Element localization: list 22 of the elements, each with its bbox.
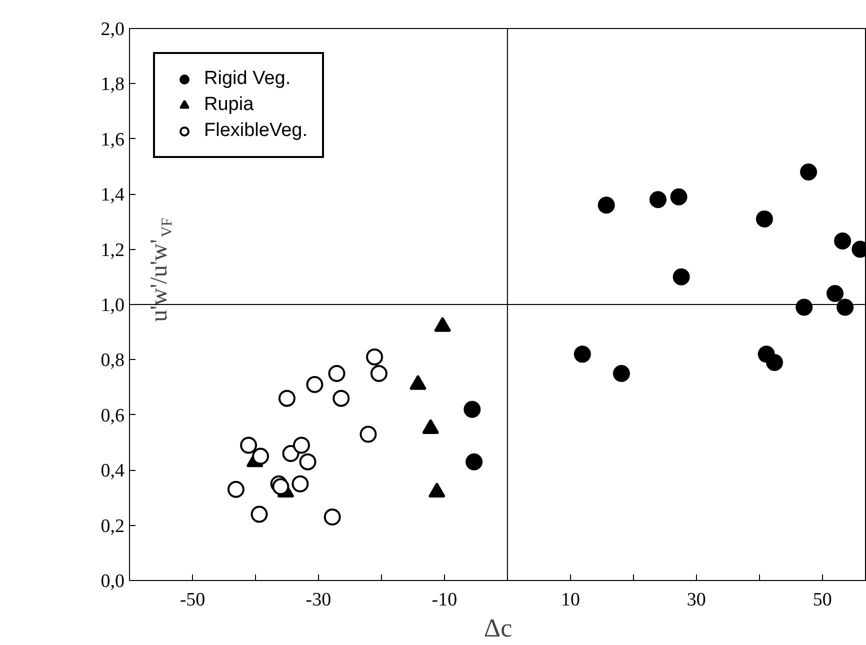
x-tick-label: 10 <box>560 590 580 610</box>
x-tick-label: -30 <box>306 590 332 610</box>
x-tick-label: -10 <box>432 590 458 610</box>
x-tick-label: 30 <box>686 590 706 610</box>
y-tick-label: 0,4 <box>100 460 125 482</box>
y-tick-label: 1,0 <box>100 295 124 316</box>
y-tick-label: 1,4 <box>100 184 125 206</box>
y-tick-label: 0,8 <box>100 350 124 372</box>
legend-label: Rupia <box>204 94 254 116</box>
legend-label: FlexibleVeg. <box>204 120 308 142</box>
y-tick-label: 0,2 <box>100 516 124 537</box>
y-tick-label: 1,6 <box>100 129 124 150</box>
x-axis-title: Δc <box>484 614 512 642</box>
x-tick-label: -50 <box>180 590 206 610</box>
y-tick-label: 1,8 <box>100 74 124 96</box>
y-axis-title: u'w'/u'w'VF <box>146 218 176 322</box>
y-tick-label: 0,0 <box>100 571 124 592</box>
legend-label: Rigid Veg. <box>204 68 291 90</box>
x-tick-label: 50 <box>812 590 832 610</box>
y-tick-label: 0,6 <box>100 405 124 426</box>
y-tick-label: 2,0 <box>100 19 124 40</box>
y-tick-label: 1,2 <box>100 240 124 261</box>
